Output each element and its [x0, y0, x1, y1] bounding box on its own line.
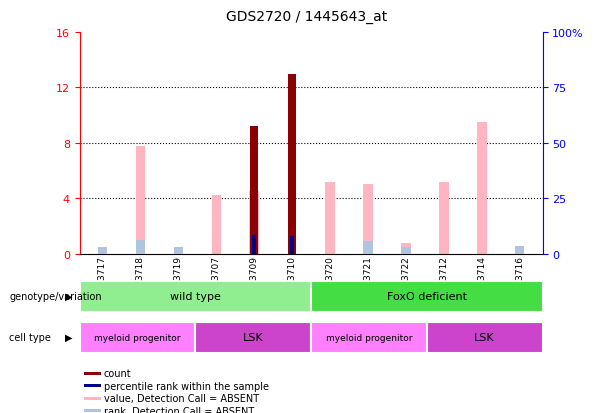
Bar: [439, 182, 449, 254]
Bar: [173, 248, 183, 254]
Text: ▶: ▶: [65, 332, 72, 342]
Bar: [80, 322, 196, 353]
Text: wild type: wild type: [170, 291, 221, 301]
Bar: [85, 396, 101, 400]
Text: percentile rank within the sample: percentile rank within the sample: [104, 381, 268, 391]
Bar: [401, 243, 411, 254]
Bar: [97, 247, 107, 254]
Bar: [252, 236, 256, 254]
Bar: [515, 246, 525, 254]
Text: cell type: cell type: [9, 332, 51, 342]
Text: GDS2720 / 1445643_at: GDS2720 / 1445643_at: [226, 10, 387, 24]
Bar: [250, 127, 258, 254]
Bar: [288, 74, 296, 254]
Bar: [135, 146, 145, 254]
Text: LSK: LSK: [474, 332, 495, 343]
Text: value, Detection Call = ABSENT: value, Detection Call = ABSENT: [104, 393, 259, 403]
Bar: [135, 240, 145, 254]
Bar: [211, 196, 221, 254]
Text: LSK: LSK: [243, 332, 264, 343]
Text: myeloid progenitor: myeloid progenitor: [326, 333, 412, 342]
Text: ▶: ▶: [65, 291, 72, 301]
Text: rank, Detection Call = ABSENT: rank, Detection Call = ABSENT: [104, 406, 254, 413]
Bar: [290, 236, 294, 254]
Bar: [477, 123, 487, 254]
Bar: [85, 409, 101, 412]
Bar: [427, 322, 543, 353]
Bar: [85, 384, 101, 387]
Bar: [249, 192, 259, 254]
Bar: [85, 372, 101, 375]
Bar: [196, 322, 311, 353]
Bar: [326, 182, 335, 254]
Bar: [311, 281, 543, 312]
Bar: [364, 241, 373, 254]
Bar: [364, 185, 373, 254]
Text: myeloid progenitor: myeloid progenitor: [94, 333, 181, 342]
Bar: [401, 247, 411, 254]
Bar: [311, 322, 427, 353]
Bar: [173, 250, 183, 254]
Bar: [97, 247, 107, 254]
Bar: [80, 281, 311, 312]
Text: count: count: [104, 368, 131, 378]
Text: FoxO deficient: FoxO deficient: [387, 291, 467, 301]
Text: genotype/variation: genotype/variation: [9, 291, 102, 301]
